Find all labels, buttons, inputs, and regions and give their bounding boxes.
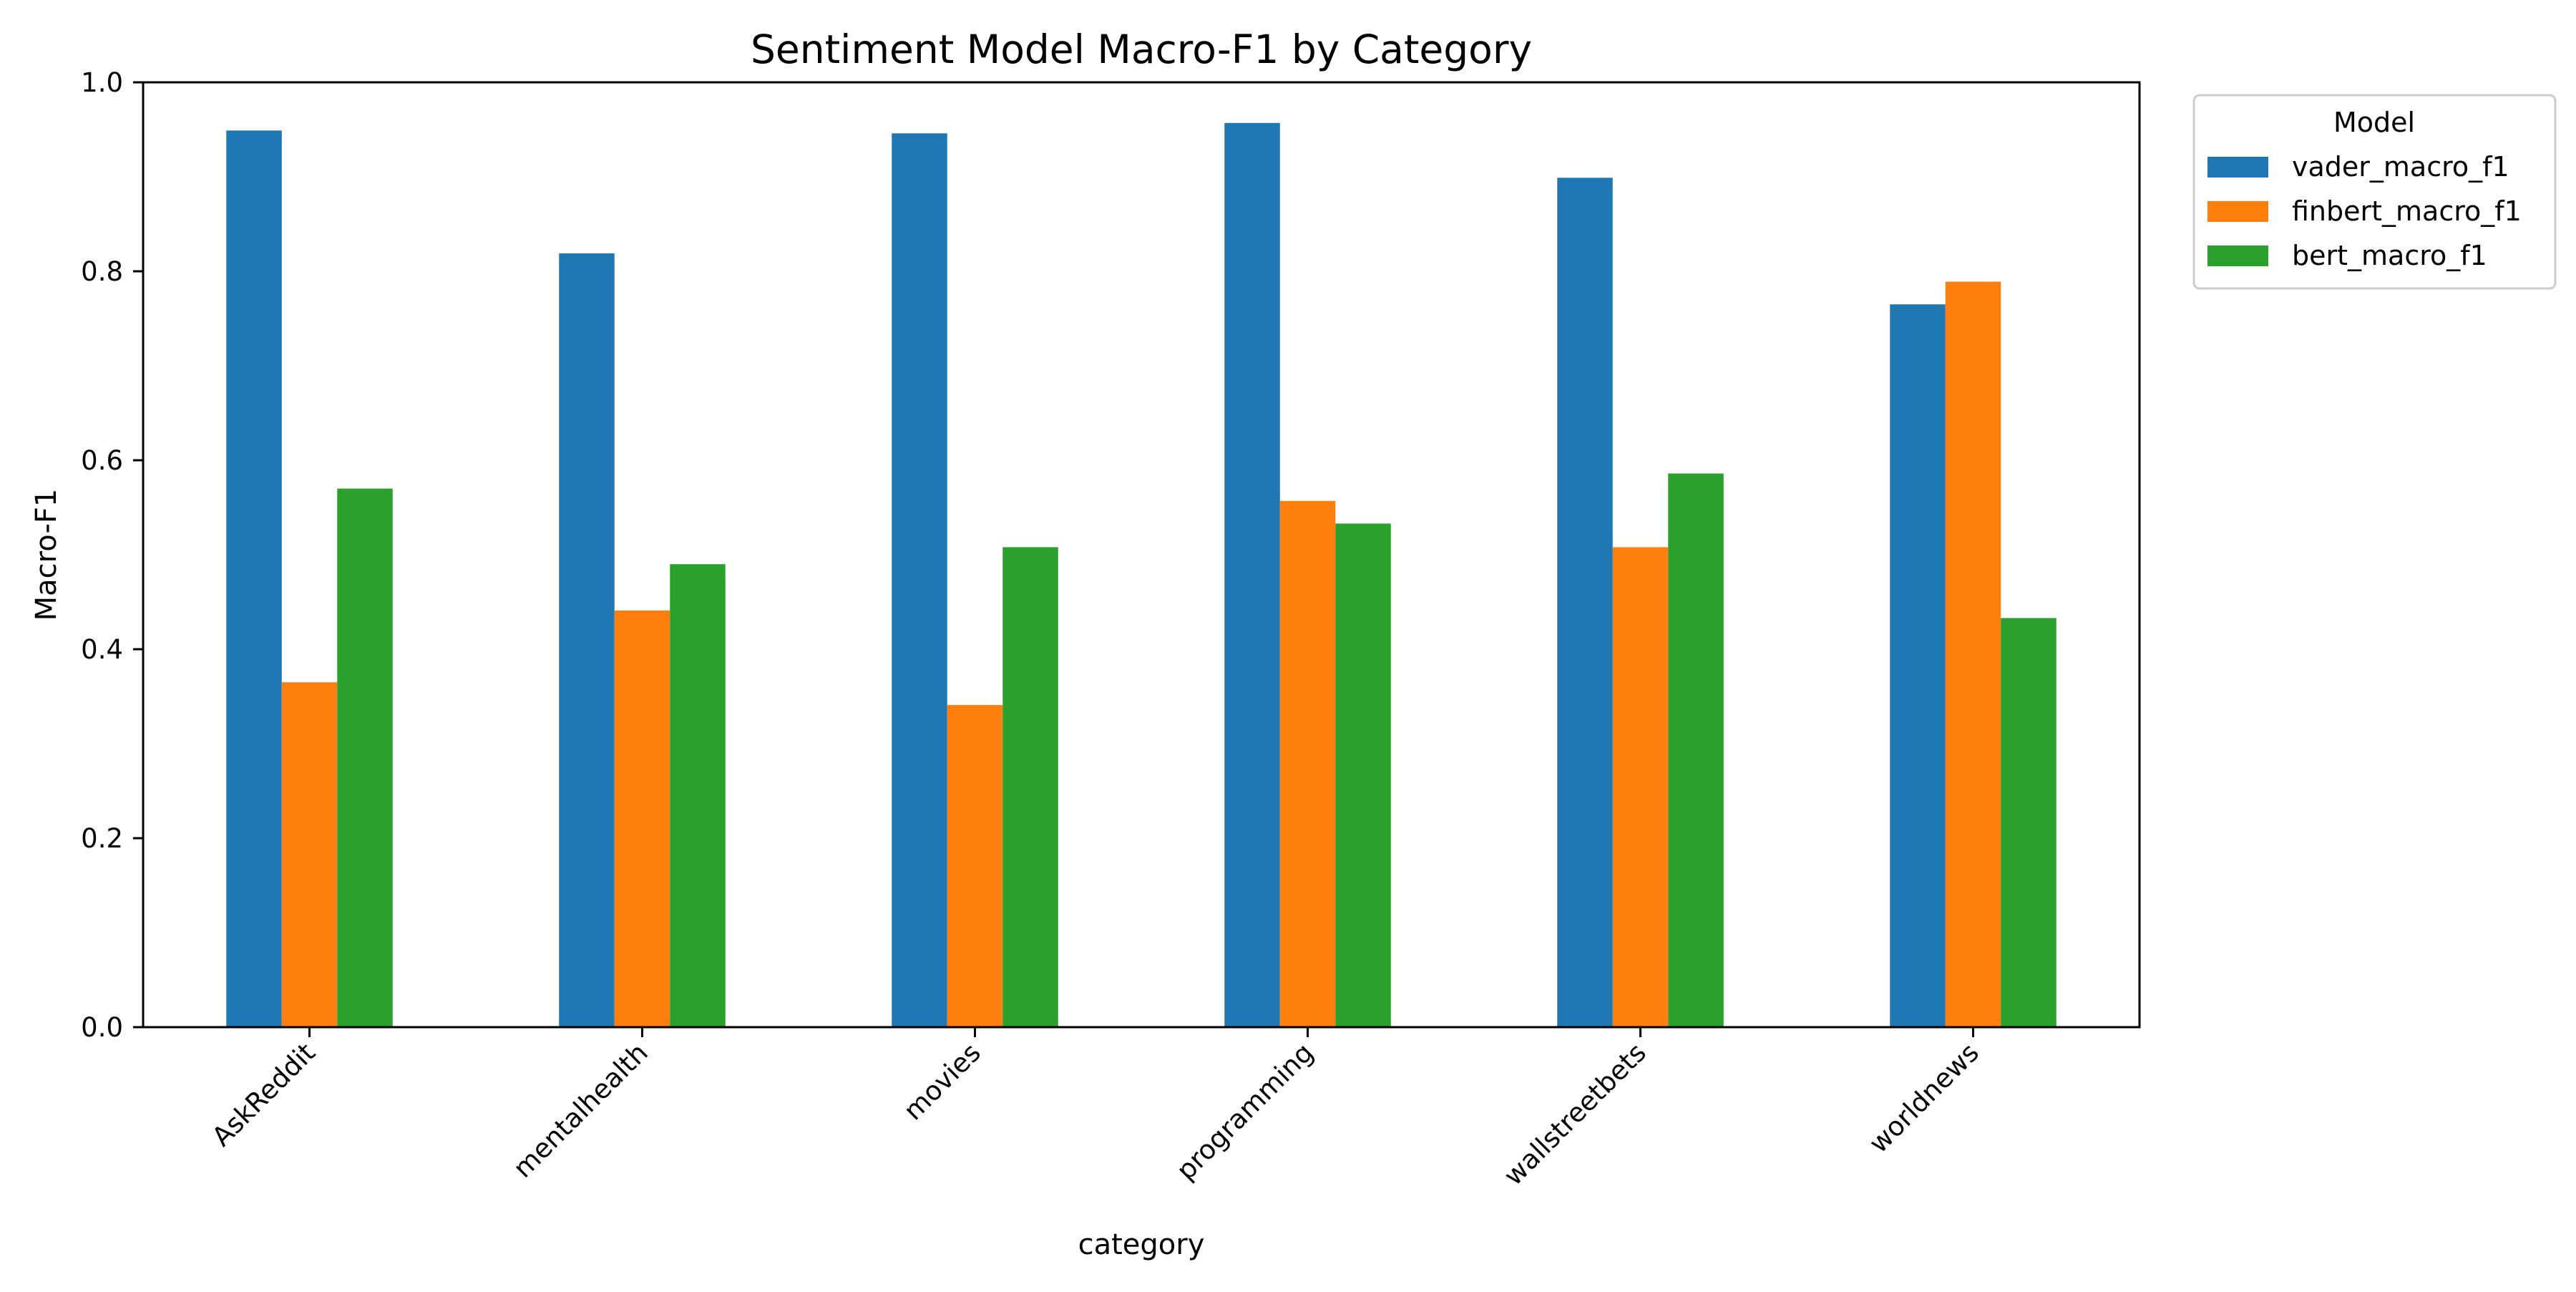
bars-layer bbox=[226, 122, 2057, 1027]
bar-askreddit-vader-macro-f1 bbox=[226, 130, 282, 1027]
legend-swatch-vader-macro-f1 bbox=[2207, 157, 2268, 178]
legend: Model vader_macro_f1 finbert_macro_f1bert… bbox=[2192, 94, 2557, 290]
y-tick-label: 0.4 bbox=[81, 634, 123, 665]
y-tick-label: 0.6 bbox=[81, 445, 123, 476]
legend-swatch-bert-macro-f1 bbox=[2207, 246, 2268, 266]
bar-programming-vader-macro-f1 bbox=[1224, 122, 1280, 1027]
legend-items: vader_macro_f1 finbert_macro_f1 bert_macro… bbox=[2207, 151, 2522, 271]
bar-movies-vader-macro-f1 bbox=[892, 133, 947, 1027]
chart-title: Sentiment Model Macro-F1 by Category bbox=[751, 26, 1532, 72]
bar-programming-finbert-macro-f1 bbox=[1279, 500, 1336, 1027]
bar-mentalhealth-vader-macro-f1 bbox=[559, 253, 615, 1027]
bar-movies-bert-macro-f1 bbox=[1002, 547, 1058, 1027]
legend-title: Model bbox=[2333, 107, 2415, 138]
y-axis: 0.0 0.2 0.4 0.6 0.8 1.0 bbox=[81, 67, 143, 1043]
bar-wallstreetbets-bert-macro-f1 bbox=[1668, 473, 1724, 1027]
bar-askreddit-finbert-macro-f1 bbox=[281, 682, 338, 1027]
bar-worldnews-vader-macro-f1 bbox=[1890, 304, 1946, 1027]
y-axis-label: Macro-F1 bbox=[30, 489, 63, 621]
bar-askreddit-bert-macro-f1 bbox=[337, 488, 393, 1027]
x-axis-label: category bbox=[1078, 1228, 1205, 1261]
bar-worldnews-bert-macro-f1 bbox=[2001, 618, 2057, 1027]
plot-frame bbox=[142, 81, 2141, 1029]
legend-label-vader-macro-f1: vader_macro_f1 bbox=[2292, 151, 2509, 183]
legend-label-finbert-macro-f1: finbert_macro_f1 bbox=[2292, 195, 2522, 227]
y-tick-label: 0.0 bbox=[81, 1012, 123, 1043]
bar-wallstreetbets-finbert-macro-f1 bbox=[1612, 547, 1669, 1027]
bar-mentalhealth-bert-macro-f1 bbox=[670, 564, 726, 1027]
bar-programming-bert-macro-f1 bbox=[1335, 523, 1391, 1027]
bar-wallstreetbets-vader-macro-f1 bbox=[1557, 178, 1613, 1027]
bar-worldnews-finbert-macro-f1 bbox=[1945, 281, 2001, 1027]
bar-movies-finbert-macro-f1 bbox=[947, 704, 1003, 1027]
y-tick-label: 0.2 bbox=[81, 823, 123, 854]
bar-mentalhealth-finbert-macro-f1 bbox=[614, 610, 670, 1027]
legend-frame bbox=[2192, 94, 2557, 290]
legend-label-bert-macro-f1: bert_macro_f1 bbox=[2292, 240, 2487, 271]
legend-swatch-finbert-macro-f1 bbox=[2207, 201, 2268, 222]
y-tick-label: 1.0 bbox=[81, 67, 123, 98]
y-tick-label: 0.8 bbox=[81, 256, 123, 287]
